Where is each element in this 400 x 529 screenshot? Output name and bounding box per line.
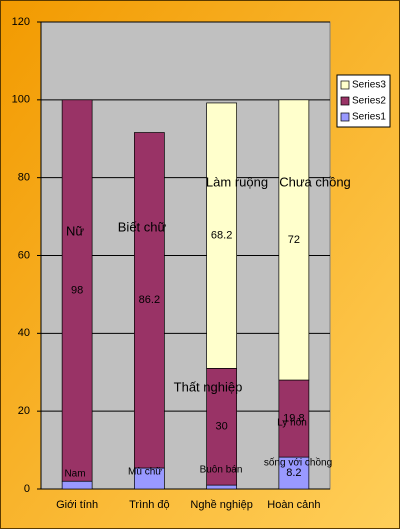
bar-segment: [206, 368, 237, 486]
data-label: 68.2: [211, 230, 232, 242]
data-label: 19.8: [283, 412, 304, 424]
x-tick-label: Hoàn cảnh: [267, 499, 320, 511]
annotation: Thất nghiệp: [174, 379, 243, 394]
data-label: 98: [71, 284, 83, 296]
bar-segment: [278, 99, 310, 381]
bar-segment: [134, 132, 165, 469]
data-label: 30: [216, 421, 228, 433]
bar-segment: [61, 99, 93, 482]
legend-label: Series1: [352, 112, 386, 123]
y-tick-label: 60: [18, 249, 30, 261]
annotation: Mù chữ: [128, 467, 162, 478]
x-tick-label: Nghề nghiệp: [190, 499, 252, 511]
annotation: sống với chồng: [264, 457, 332, 469]
y-tick-label: 20: [18, 405, 30, 417]
annotation: Biết chữ: [118, 219, 167, 234]
bar-segment: [278, 456, 310, 490]
legend-swatch: [340, 112, 350, 122]
bar-segment: [206, 484, 237, 490]
y-tick-label: 40: [18, 327, 30, 339]
y-tick-label: 100: [12, 94, 30, 106]
bar-segment: [206, 102, 237, 369]
y-tick-label: 80: [18, 172, 30, 184]
annotation: Nữ: [66, 223, 84, 238]
bar-segment: [278, 379, 310, 458]
annotation: Chưa chồng: [279, 174, 351, 189]
legend-swatch: [340, 80, 350, 90]
legend-label: Series2: [352, 96, 386, 107]
data-label: 72: [288, 234, 300, 246]
x-tick-label: Trình độ: [129, 499, 170, 511]
data-label: 86.2: [139, 294, 160, 306]
annotation: Buôn bán: [200, 465, 243, 476]
data-label: 8.2: [286, 467, 301, 479]
x-tick-label: Giới tính: [56, 499, 98, 511]
bar-segment: [61, 480, 93, 490]
annotation: Ly hôn: [277, 418, 307, 429]
y-tick-label: 120: [12, 16, 30, 28]
legend-swatch: [340, 96, 350, 106]
legend-label: Series3: [352, 80, 386, 91]
y-tick-label: 0: [24, 483, 30, 495]
annotation: Làm ruộng: [206, 174, 268, 189]
annotation: Nam: [64, 469, 85, 480]
